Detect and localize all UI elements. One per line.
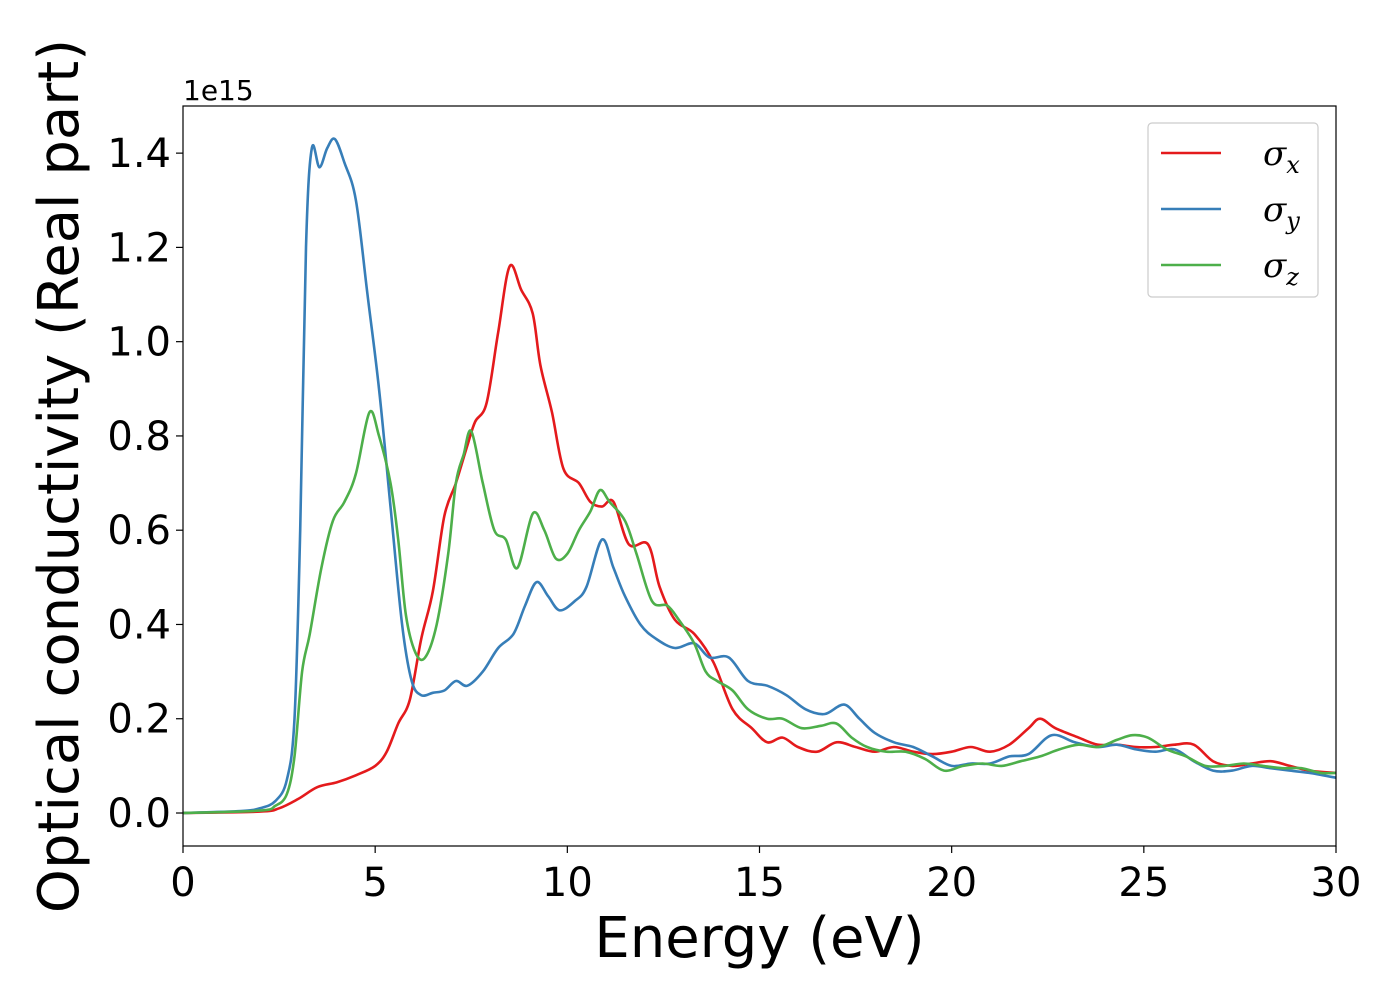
y-tick-label: 0.6 — [107, 508, 171, 554]
y-tick-label: 0.4 — [107, 602, 171, 648]
y-tick-label: 0.8 — [107, 414, 171, 460]
x-tick-label: 10 — [542, 860, 593, 906]
series-layer — [182, 137, 1337, 815]
x-tick-label: 25 — [1118, 860, 1169, 906]
y-tick-label: 1.0 — [107, 320, 171, 366]
x-tick-label: 20 — [926, 860, 977, 906]
y-tick-label: 0.0 — [107, 791, 171, 837]
x-tick-label: 15 — [734, 860, 785, 906]
x-axis-ticks: 0 5 10 15 20 25 30 — [170, 846, 1361, 906]
y-offset-label: 1e15 — [183, 74, 254, 107]
series-line-z — [182, 409, 1337, 815]
x-tick-label: 0 — [170, 860, 195, 906]
y-tick-label: 1.4 — [107, 131, 171, 177]
series-line-x — [182, 263, 1337, 815]
y-axis-title: Optical conductivity (Real part) — [27, 39, 92, 913]
y-tick-label: 1.2 — [107, 225, 171, 271]
legend-label-z: σz — [1263, 246, 1299, 291]
y-tick-label: 0.2 — [107, 697, 171, 743]
y-axis-ticks: 0.0 0.2 0.4 0.6 0.8 1.0 1.2 1.4 — [107, 131, 183, 837]
legend-box — [1147, 122, 1319, 298]
x-tick-label: 5 — [362, 860, 387, 906]
legend-label-x: σx — [1263, 134, 1300, 179]
x-axis-title: Energy (eV) — [594, 906, 924, 971]
legend: σx σy σz — [1147, 122, 1319, 298]
legend-label-y: σy — [1263, 190, 1300, 235]
x-tick-label: 30 — [1311, 860, 1362, 906]
